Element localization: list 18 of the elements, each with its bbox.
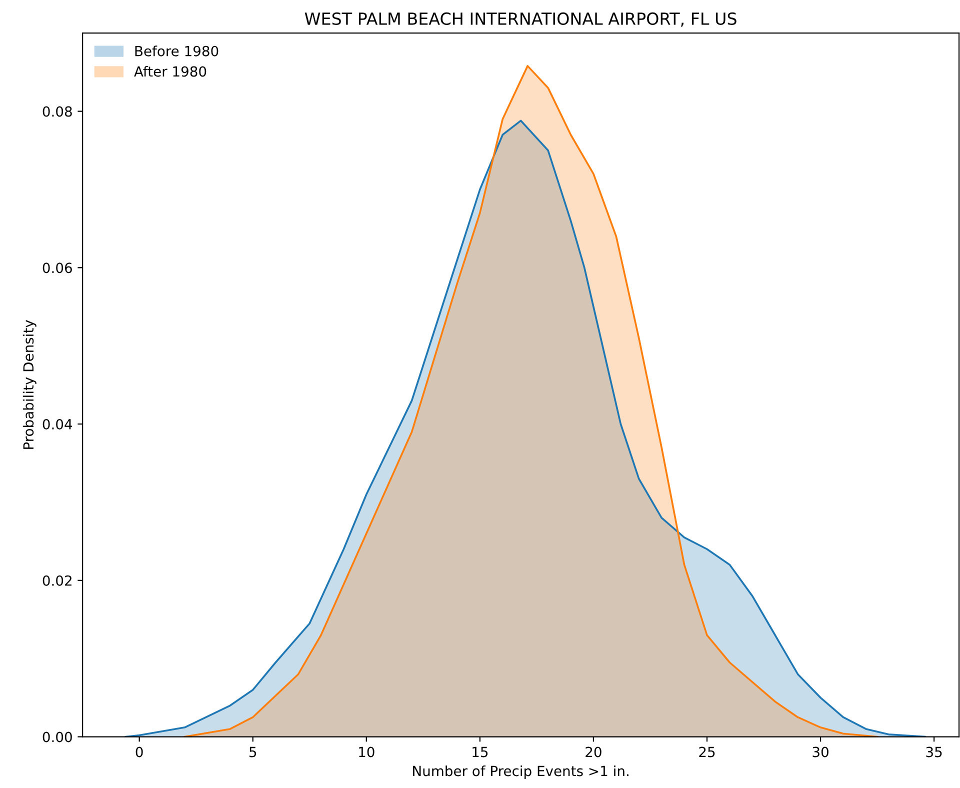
x-tick-label: 25: [699, 746, 715, 758]
x-tick-label: 0: [136, 746, 143, 758]
legend-label: Before 1980: [135, 46, 218, 56]
y-axis-title: Probability Density: [22, 320, 36, 449]
x-tick-label: 30: [812, 746, 828, 758]
y-tick-label: 0.00: [42, 732, 72, 742]
x-tick-label: 35: [926, 746, 942, 758]
x-tick-label: 15: [472, 746, 488, 758]
x-axis-title: Number of Precip Events >1 in.: [413, 766, 628, 779]
y-tick-label: 0.06: [42, 262, 72, 274]
legend-label: After 1980: [134, 66, 206, 77]
chart-title: WEST PALM BEACH INTERNATIONAL AIRPORT, FL US: [304, 12, 736, 27]
y-tick-label: 0.02: [42, 575, 72, 586]
y-tick-label: 0.08: [42, 106, 72, 117]
x-tick-label: 20: [586, 746, 602, 758]
x-tick-label: 10: [359, 746, 374, 758]
y-tick-label: 0.04: [42, 419, 72, 430]
x-tick-label: 5: [250, 746, 256, 758]
